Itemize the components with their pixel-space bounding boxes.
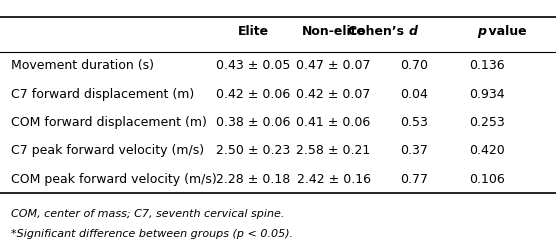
Text: Non-elite: Non-elite bbox=[301, 25, 366, 38]
Text: COM, center of mass; C7, seventh cervical spine.: COM, center of mass; C7, seventh cervica… bbox=[11, 209, 285, 219]
Text: 0.04: 0.04 bbox=[400, 88, 428, 101]
Text: 0.106: 0.106 bbox=[469, 173, 504, 186]
Text: 0.77: 0.77 bbox=[400, 173, 428, 186]
Text: 0.42 ± 0.06: 0.42 ± 0.06 bbox=[216, 88, 290, 101]
Text: 0.136: 0.136 bbox=[469, 59, 504, 72]
Text: 0.42 ± 0.07: 0.42 ± 0.07 bbox=[296, 88, 371, 101]
Text: 0.53: 0.53 bbox=[400, 116, 428, 129]
Text: 0.43 ± 0.05: 0.43 ± 0.05 bbox=[216, 59, 290, 72]
Text: d: d bbox=[409, 25, 418, 38]
Text: COM forward displacement (m): COM forward displacement (m) bbox=[11, 116, 207, 129]
Text: 0.420: 0.420 bbox=[469, 144, 504, 157]
Text: *Significant difference between groups (p < 0.05).: *Significant difference between groups (… bbox=[11, 229, 293, 239]
Text: 2.42 ± 0.16: 2.42 ± 0.16 bbox=[296, 173, 371, 186]
Text: 0.47 ± 0.07: 0.47 ± 0.07 bbox=[296, 59, 371, 72]
Text: C7 forward displacement (m): C7 forward displacement (m) bbox=[11, 88, 195, 101]
Text: 0.934: 0.934 bbox=[469, 88, 504, 101]
Text: 0.253: 0.253 bbox=[469, 116, 504, 129]
Text: value: value bbox=[486, 25, 527, 38]
Text: Cohen’s: Cohen’s bbox=[348, 25, 409, 38]
Text: 2.28 ± 0.18: 2.28 ± 0.18 bbox=[216, 173, 290, 186]
Text: Movement duration (s): Movement duration (s) bbox=[11, 59, 154, 72]
Text: 2.58 ± 0.21: 2.58 ± 0.21 bbox=[296, 144, 371, 157]
Text: COM peak forward velocity (m/s): COM peak forward velocity (m/s) bbox=[11, 173, 217, 186]
Text: 0.37: 0.37 bbox=[400, 144, 428, 157]
Text: 0.41 ± 0.06: 0.41 ± 0.06 bbox=[296, 116, 371, 129]
Text: 0.70: 0.70 bbox=[400, 59, 428, 72]
Text: Elite: Elite bbox=[237, 25, 269, 38]
Text: C7 peak forward velocity (m/s): C7 peak forward velocity (m/s) bbox=[11, 144, 204, 157]
Text: 0.38 ± 0.06: 0.38 ± 0.06 bbox=[216, 116, 290, 129]
Text: 2.50 ± 0.23: 2.50 ± 0.23 bbox=[216, 144, 290, 157]
Text: p: p bbox=[478, 25, 486, 38]
